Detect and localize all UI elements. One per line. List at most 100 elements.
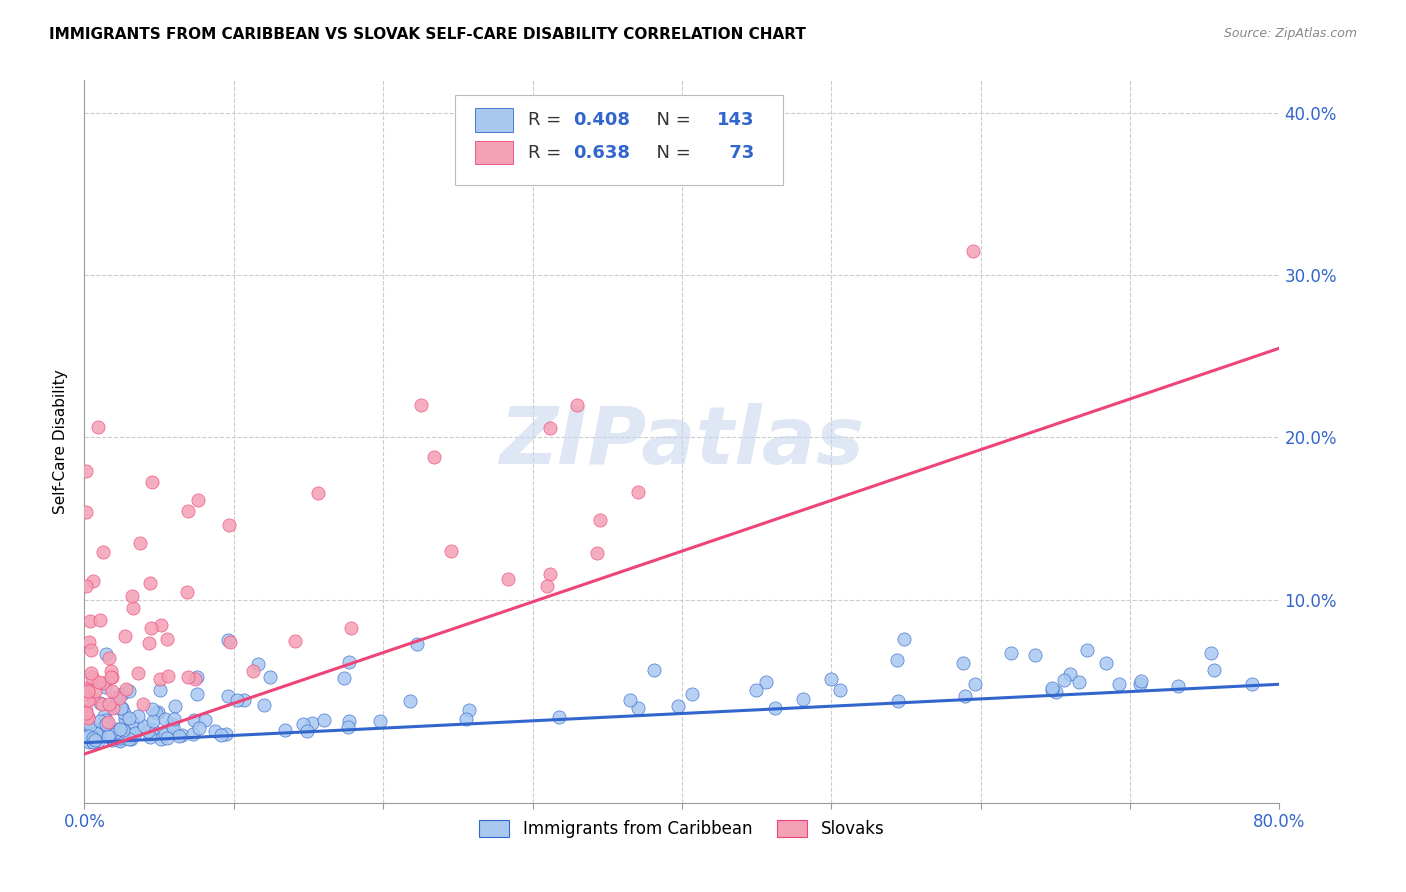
Point bbox=[953, 689, 976, 703]
Point bbox=[87, 734, 110, 748]
Point bbox=[93, 675, 115, 690]
Point bbox=[399, 694, 422, 708]
Point bbox=[100, 723, 122, 738]
Point bbox=[141, 475, 163, 490]
Point bbox=[101, 725, 124, 739]
FancyBboxPatch shape bbox=[456, 95, 783, 185]
Point bbox=[139, 576, 162, 591]
Point bbox=[101, 733, 124, 747]
Point bbox=[1167, 679, 1189, 693]
Point bbox=[82, 731, 104, 746]
Point bbox=[84, 726, 107, 740]
Point bbox=[1076, 643, 1098, 657]
Point bbox=[77, 692, 100, 706]
Point bbox=[155, 712, 177, 726]
Point bbox=[82, 691, 104, 706]
Point bbox=[307, 486, 329, 500]
Point bbox=[456, 712, 478, 726]
Point bbox=[217, 633, 239, 648]
Point bbox=[952, 657, 974, 671]
Point bbox=[440, 543, 463, 558]
Point bbox=[627, 484, 650, 499]
Point bbox=[176, 584, 198, 599]
Point bbox=[110, 701, 132, 715]
Text: 143: 143 bbox=[717, 111, 754, 129]
Point bbox=[110, 733, 132, 747]
Point bbox=[681, 687, 703, 701]
Point bbox=[91, 545, 114, 559]
Point bbox=[96, 713, 118, 727]
Point bbox=[1204, 663, 1226, 677]
Text: 0.408: 0.408 bbox=[574, 111, 630, 129]
Point bbox=[186, 687, 208, 701]
Point bbox=[128, 721, 150, 735]
Text: 73: 73 bbox=[723, 144, 754, 161]
Point bbox=[763, 701, 786, 715]
Point bbox=[101, 670, 124, 684]
Point bbox=[101, 726, 124, 740]
Point bbox=[110, 730, 132, 744]
Point bbox=[187, 492, 209, 507]
Point bbox=[101, 683, 124, 698]
Point bbox=[80, 642, 103, 657]
Point bbox=[114, 712, 136, 726]
Point bbox=[1053, 673, 1076, 687]
Point bbox=[160, 717, 183, 731]
Point bbox=[218, 635, 240, 649]
Point bbox=[114, 710, 136, 724]
Point bbox=[77, 729, 100, 743]
Point bbox=[458, 703, 481, 717]
Point bbox=[1129, 677, 1152, 691]
Point bbox=[745, 682, 768, 697]
Point bbox=[170, 728, 193, 742]
Point bbox=[217, 689, 239, 703]
Point bbox=[108, 722, 131, 736]
Point bbox=[246, 657, 269, 671]
Point bbox=[84, 733, 107, 747]
Point bbox=[100, 670, 122, 684]
Point bbox=[153, 726, 176, 740]
Point bbox=[148, 705, 170, 719]
Point bbox=[423, 450, 446, 465]
Point bbox=[77, 711, 100, 725]
Point bbox=[127, 666, 149, 681]
Point bbox=[259, 670, 281, 684]
Point bbox=[103, 701, 125, 715]
Point bbox=[187, 722, 209, 736]
Point bbox=[297, 723, 319, 738]
Point bbox=[301, 715, 323, 730]
Point bbox=[115, 682, 138, 697]
Point bbox=[209, 728, 232, 742]
Text: N =: N = bbox=[645, 111, 696, 129]
Point bbox=[1199, 647, 1222, 661]
Point bbox=[963, 677, 986, 691]
Point bbox=[169, 729, 191, 743]
Point bbox=[141, 702, 163, 716]
Point bbox=[163, 699, 186, 714]
Point bbox=[86, 420, 108, 434]
Point bbox=[75, 505, 97, 519]
Point bbox=[139, 730, 162, 744]
Text: R =: R = bbox=[527, 144, 567, 161]
Point bbox=[156, 632, 179, 646]
Point bbox=[145, 706, 167, 720]
Point bbox=[117, 683, 139, 698]
Point bbox=[75, 685, 97, 699]
Point bbox=[138, 636, 160, 650]
Point bbox=[1240, 677, 1263, 691]
Point bbox=[538, 421, 561, 435]
Point bbox=[108, 690, 131, 705]
Point bbox=[204, 723, 226, 738]
Point bbox=[627, 701, 650, 715]
Point bbox=[112, 725, 135, 739]
Point bbox=[117, 727, 139, 741]
Point bbox=[75, 683, 97, 698]
Point bbox=[90, 697, 112, 711]
Text: 0.638: 0.638 bbox=[574, 144, 630, 161]
Point bbox=[156, 731, 179, 745]
Point bbox=[80, 665, 103, 680]
Point bbox=[1130, 673, 1153, 688]
Point bbox=[1095, 657, 1118, 671]
Point bbox=[134, 719, 156, 733]
Point bbox=[98, 651, 121, 665]
